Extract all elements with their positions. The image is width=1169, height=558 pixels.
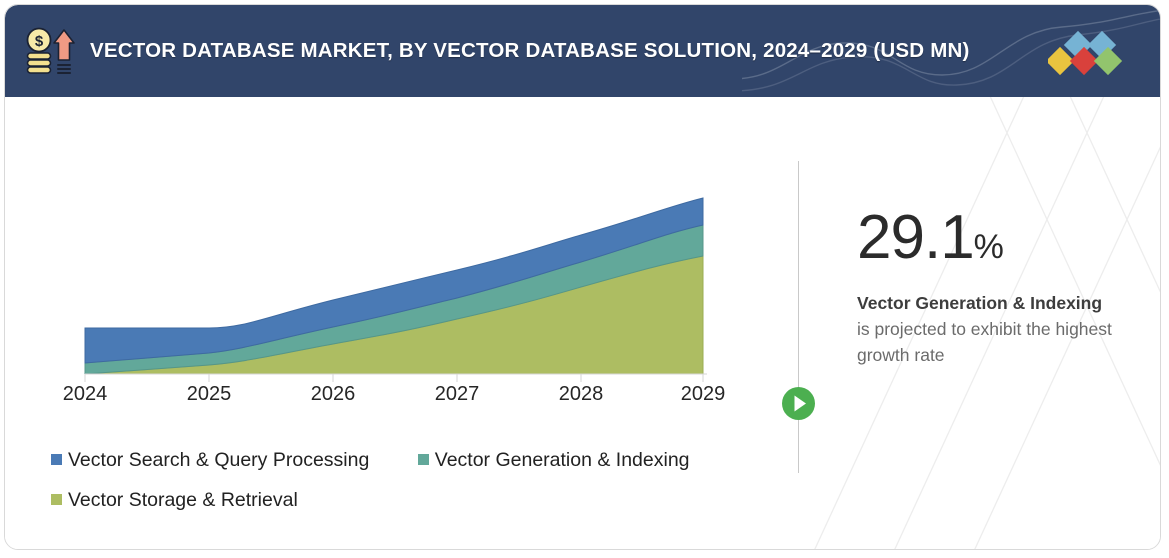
diagonal-watermark [814, 97, 1160, 549]
brand-diamonds-icon [1048, 30, 1123, 76]
content-area: 2024 2025 2026 2027 2028 2029 Vector Sea… [5, 97, 1160, 549]
coin-stack-growth-icon: $ [26, 27, 75, 74]
x-tick-2025: 2025 [186, 383, 232, 405]
play-circle-icon[interactable] [780, 385, 817, 422]
stacked-area-chart [84, 197, 707, 382]
legend-label: Vector Search & Query Processing [68, 449, 370, 471]
legend-row-1: Vector Search & Query Processing Vector … [51, 449, 751, 489]
infographic-card: $ VECTOR DATABASE MARKET, BY VECTOR DATA… [4, 4, 1161, 550]
series-area-vector-search-query-processing [84, 197, 704, 364]
legend-swatch-icon [417, 454, 429, 465]
cagr-value: 29.1% [857, 207, 1137, 269]
page-title: VECTOR DATABASE MARKET, BY VECTOR DATABA… [90, 39, 970, 62]
legend-swatch-icon [51, 454, 62, 465]
legend-label: Vector Storage & Retrieval [68, 489, 298, 511]
x-axis-ticks [84, 374, 704, 382]
callout-highlight: Vector Generation & Indexing [857, 293, 1103, 313]
header-bar: $ VECTOR DATABASE MARKET, BY VECTOR DATA… [5, 5, 1160, 97]
growth-callout: 29.1% Vector Generation & Indexing is pr… [857, 207, 1137, 369]
callout-description: Vector Generation & Indexing is projecte… [857, 291, 1119, 369]
vertical-divider [798, 161, 799, 473]
x-tick-2029: 2029 [680, 383, 726, 405]
svg-text:$: $ [35, 33, 44, 50]
chart-legend: Vector Search & Query Processing Vector … [51, 449, 751, 529]
x-tick-2024: 2024 [62, 383, 108, 405]
x-tick-2028: 2028 [558, 383, 604, 405]
cagr-number: 29.1 [857, 203, 975, 272]
legend-item-vector-storage-retrieval[interactable]: Vector Storage & Retrieval [51, 489, 298, 512]
callout-rest: is projected to exhibit the highest grow… [857, 318, 1112, 365]
legend-item-vector-generation-indexing[interactable]: Vector Generation & Indexing [417, 449, 690, 472]
cagr-percent-sign: % [973, 228, 1004, 266]
legend-row-2: Vector Storage & Retrieval [51, 489, 751, 529]
x-tick-2027: 2027 [434, 383, 480, 405]
chart-area: 2024 2025 2026 2027 2028 2029 [5, 97, 765, 405]
x-tick-2026: 2026 [310, 383, 356, 405]
legend-swatch-icon [51, 494, 62, 505]
legend-label: Vector Generation & Indexing [434, 449, 690, 471]
legend-item-vector-search-query-processing[interactable]: Vector Search & Query Processing [51, 449, 369, 472]
x-axis-labels: 2024 2025 2026 2027 2028 2029 [5, 383, 765, 417]
